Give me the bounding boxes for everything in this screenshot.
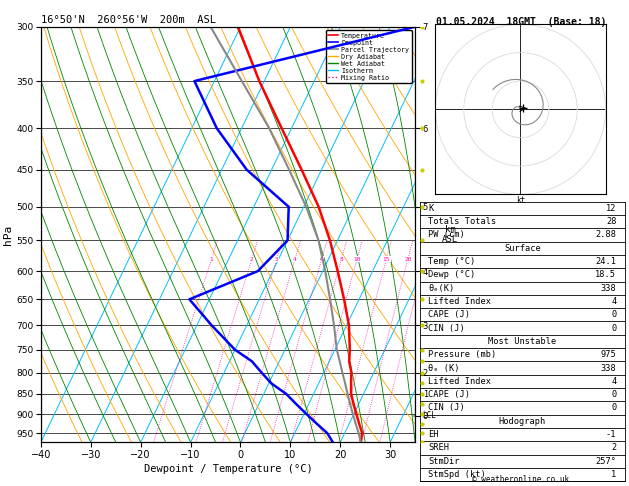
Text: 1: 1 <box>611 470 616 479</box>
Text: CIN (J): CIN (J) <box>428 324 465 332</box>
Text: θₑ (K): θₑ (K) <box>428 364 460 373</box>
Text: Most Unstable: Most Unstable <box>488 337 557 346</box>
Text: 8: 8 <box>340 257 343 261</box>
Y-axis label: km
ASL: km ASL <box>442 225 459 244</box>
Text: 2: 2 <box>250 257 253 261</box>
Text: 338: 338 <box>601 364 616 373</box>
Text: 01.05.2024  18GMT  (Base: 18): 01.05.2024 18GMT (Base: 18) <box>436 17 606 27</box>
Text: K: K <box>428 204 433 213</box>
Text: 2.88: 2.88 <box>596 230 616 240</box>
Text: PW (cm): PW (cm) <box>428 230 465 240</box>
Text: 4: 4 <box>611 297 616 306</box>
Legend: Temperature, Dewpoint, Parcel Trajectory, Dry Adiabat, Wet Adiabat, Isotherm, Mi: Temperature, Dewpoint, Parcel Trajectory… <box>326 30 412 84</box>
Text: 1: 1 <box>209 257 213 261</box>
Text: CIN (J): CIN (J) <box>428 403 465 413</box>
Text: 15: 15 <box>382 257 390 261</box>
Text: 0: 0 <box>611 324 616 332</box>
Text: CAPE (J): CAPE (J) <box>428 390 470 399</box>
Text: 4: 4 <box>611 377 616 386</box>
Text: StmSpd (kt): StmSpd (kt) <box>428 470 486 479</box>
Text: 20: 20 <box>404 257 411 261</box>
X-axis label: kt: kt <box>516 196 525 205</box>
Text: CAPE (J): CAPE (J) <box>428 310 470 319</box>
Text: 975: 975 <box>601 350 616 359</box>
X-axis label: Dewpoint / Temperature (°C): Dewpoint / Temperature (°C) <box>143 464 313 474</box>
Text: 0: 0 <box>611 390 616 399</box>
Text: LCL: LCL <box>422 412 436 420</box>
Text: 0: 0 <box>611 403 616 413</box>
Text: SREH: SREH <box>428 443 449 452</box>
Text: 338: 338 <box>601 284 616 293</box>
Text: Lifted Index: Lifted Index <box>428 377 491 386</box>
Text: Totals Totals: Totals Totals <box>428 217 497 226</box>
Text: 4: 4 <box>293 257 297 261</box>
Text: 257°: 257° <box>596 457 616 466</box>
Text: Temp (°C): Temp (°C) <box>428 257 476 266</box>
Text: -1: -1 <box>606 430 616 439</box>
Text: 6: 6 <box>320 257 324 261</box>
Y-axis label: hPa: hPa <box>3 225 13 244</box>
Text: Surface: Surface <box>504 244 541 253</box>
Text: 3: 3 <box>275 257 279 261</box>
Text: 28: 28 <box>606 217 616 226</box>
Text: EH: EH <box>428 430 439 439</box>
Text: Pressure (mb): Pressure (mb) <box>428 350 497 359</box>
Text: 2: 2 <box>611 443 616 452</box>
Text: θₑ(K): θₑ(K) <box>428 284 455 293</box>
Text: 18.5: 18.5 <box>596 270 616 279</box>
Text: StmDir: StmDir <box>428 457 460 466</box>
Text: 16°50'N  260°56'W  200m  ASL: 16°50'N 260°56'W 200m ASL <box>41 15 216 25</box>
Text: © weatheronline.co.uk: © weatheronline.co.uk <box>472 474 569 484</box>
Text: 10: 10 <box>353 257 361 261</box>
Text: 0: 0 <box>611 310 616 319</box>
Text: Hodograph: Hodograph <box>499 417 546 426</box>
Text: 12: 12 <box>606 204 616 213</box>
Text: Lifted Index: Lifted Index <box>428 297 491 306</box>
Text: 24.1: 24.1 <box>596 257 616 266</box>
Text: Dewp (°C): Dewp (°C) <box>428 270 476 279</box>
